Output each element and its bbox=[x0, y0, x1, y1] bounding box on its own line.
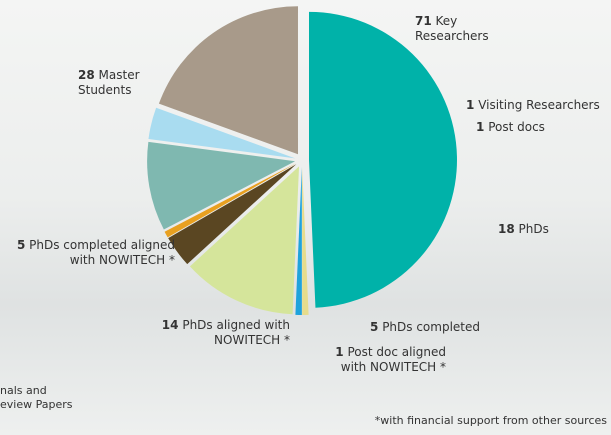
category-label: PhDs completed bbox=[382, 320, 481, 334]
slice-label: 71 Key Researchers bbox=[415, 14, 505, 44]
pie-slice bbox=[164, 163, 296, 238]
slice-label: 5 PhDs completed aligned with NOWITECH * bbox=[0, 238, 175, 268]
cut-text-line: eview Papers bbox=[0, 398, 73, 411]
slice-label: 1 Visiting Researchers bbox=[466, 98, 600, 113]
pie-slice bbox=[168, 164, 297, 265]
category-label: Master Students bbox=[78, 68, 140, 97]
value-label: 1 bbox=[476, 120, 485, 134]
cut-text: nals and eview Papers bbox=[0, 384, 72, 412]
cut-text-line: nals and bbox=[0, 384, 47, 397]
value-label: 14 bbox=[161, 318, 179, 332]
slice-label: 28 Master Students bbox=[78, 68, 163, 98]
slice-label: 5 PhDs completed bbox=[370, 320, 480, 335]
pie-slice bbox=[147, 141, 296, 230]
slice-label: 14 PhDs aligned with NOWITECH * bbox=[110, 318, 290, 348]
category-label: Post doc aligned with NOWITECH * bbox=[340, 345, 446, 374]
value-label: 18 bbox=[498, 222, 515, 236]
category-label: Post docs bbox=[488, 120, 545, 134]
slice-label: 1 Post docs bbox=[476, 120, 545, 135]
category-label: PhDs bbox=[518, 222, 549, 236]
value-label: 5 bbox=[16, 238, 26, 252]
category-label: PhDs completed aligned with NOWITECH * bbox=[29, 238, 175, 267]
value-label: 1 bbox=[335, 345, 344, 359]
slice-label: 1 Post doc aligned with NOWITECH * bbox=[326, 345, 446, 375]
value-label: 5 bbox=[370, 320, 379, 334]
slice-label: 18 PhDs bbox=[498, 222, 549, 237]
category-label: Key Researchers bbox=[415, 14, 489, 43]
category-label: Visiting Researchers bbox=[478, 98, 600, 112]
pie-slice bbox=[189, 166, 300, 315]
value-label: 71 bbox=[415, 14, 432, 28]
pie-slice bbox=[302, 166, 309, 315]
category-label: PhDs aligned with NOWITECH * bbox=[182, 318, 290, 347]
pie-slice bbox=[295, 166, 302, 315]
pie-slice bbox=[308, 11, 457, 308]
pie-slice bbox=[148, 107, 296, 159]
value-label: 1 bbox=[466, 98, 475, 112]
value-label: 28 bbox=[78, 68, 95, 82]
footnote: *with financial support from other sourc… bbox=[374, 414, 607, 427]
pie-slice bbox=[158, 6, 298, 155]
